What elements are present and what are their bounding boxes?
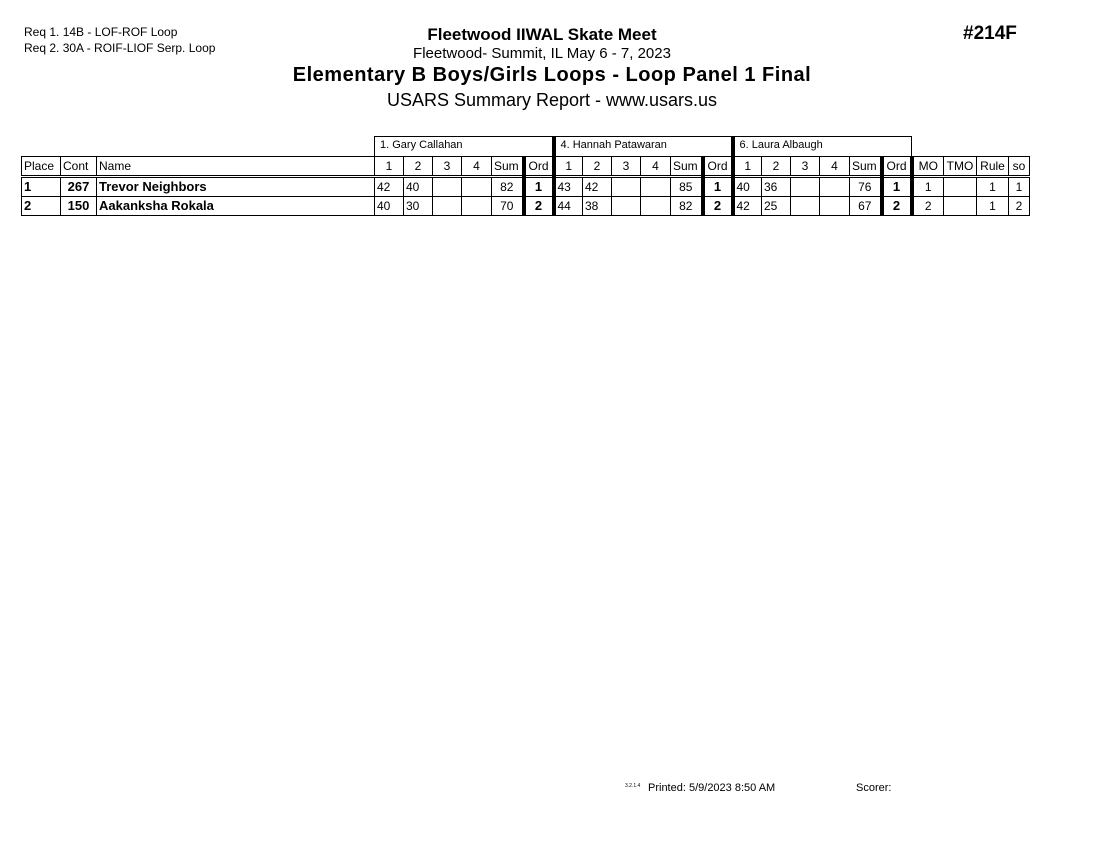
mark-cell [790, 196, 820, 216]
header-mark: 2 [761, 156, 791, 178]
scorer-label: Scorer: [856, 782, 892, 794]
mark-cell [461, 176, 492, 197]
printed-timestamp: Printed: 5/9/2023 8:50 AM [648, 782, 776, 794]
spacer [22, 137, 375, 157]
version-code: 3.2.1.4 [625, 783, 641, 789]
requirement-2: Req 2. 30A - ROIF-LIOF Serp. Loop [24, 41, 216, 55]
sum-cell: 82 [491, 176, 524, 197]
mo-cell: 2 [911, 196, 944, 216]
table-row: 2 150 Aakanksha Rokala 40 30 70 2 44 38 82 2 42 25 67… [21, 196, 1030, 216]
header-ord: Ord [700, 156, 733, 178]
cont-cell: 267 [60, 176, 97, 197]
ord-cell: 2 [521, 196, 554, 216]
ord-cell: 2 [700, 196, 733, 216]
ord-cell: 2 [879, 196, 914, 216]
rule-cell: 1 [976, 196, 1009, 216]
header-cont: Cont [60, 156, 97, 178]
mark-cell [611, 196, 641, 216]
spacer [911, 136, 1030, 157]
sum-cell: 76 [849, 176, 882, 197]
mark-cell [432, 196, 462, 216]
header-sum: Sum [491, 156, 524, 178]
column-header-row: Place Cont Name 1 2 3 4 Sum Ord 1 2 3 4 Sum Ord 1 2 3 4 Sum… [21, 156, 1030, 178]
header-tmo: TMO [943, 156, 977, 178]
mo-cell: 1 [911, 176, 944, 197]
sum-cell: 85 [670, 176, 703, 197]
header-mark: 2 [403, 156, 433, 178]
header-mark: 2 [582, 156, 612, 178]
ord-cell: 1 [879, 176, 914, 197]
header-sum: Sum [670, 156, 703, 178]
header-mark: 1 [374, 156, 404, 178]
header-ord: Ord [879, 156, 914, 178]
header-mark: 3 [611, 156, 641, 178]
ord-cell: 1 [700, 176, 733, 197]
results-table: 1. Gary Callahan 4. Hannah Patawaran 6. La… [21, 136, 1030, 216]
header-mark: 4 [461, 156, 492, 178]
sum-cell: 82 [670, 196, 703, 216]
header-sum: Sum [849, 156, 882, 178]
header-mark: 3 [790, 156, 820, 178]
mark-cell: 43 [551, 176, 583, 197]
header-mo: MO [911, 156, 944, 178]
cont-cell: 150 [60, 196, 97, 216]
mark-cell [819, 196, 850, 216]
header-mark: 4 [640, 156, 671, 178]
header-mark: 1 [551, 156, 583, 178]
so-cell: 2 [1008, 196, 1030, 216]
mark-cell: 44 [551, 196, 583, 216]
header-ord: Ord [521, 156, 554, 178]
name-cell: Aakanksha Rokala [96, 196, 375, 216]
sum-cell: 70 [491, 196, 524, 216]
header-so: so [1008, 156, 1030, 178]
header-place: Place [21, 156, 61, 178]
mark-cell [461, 196, 492, 216]
mark-cell [611, 176, 641, 197]
event-number: #214F [963, 23, 1017, 44]
table-row: 1 267 Trevor Neighbors 42 40 82 1 43 42 85 1 40 36 76… [21, 176, 1030, 197]
tmo-cell [943, 176, 977, 197]
meet-title: Fleetwood IIWAL Skate Meet [427, 25, 657, 44]
event-title: Elementary B Boys/Girls Loops - Loop Pan… [292, 64, 812, 86]
sum-cell: 67 [849, 196, 882, 216]
place-cell: 2 [21, 196, 61, 216]
header-rule: Rule [976, 156, 1009, 178]
mark-cell [819, 176, 850, 197]
mark-cell: 40 [730, 176, 762, 197]
judge-name: 1. Gary Callahan [374, 136, 554, 157]
judge-name: 6. Laura Albaugh [730, 136, 912, 157]
mark-cell: 25 [761, 196, 791, 216]
header-name: Name [96, 156, 375, 178]
header-mark: 1 [730, 156, 762, 178]
mark-cell: 40 [374, 196, 404, 216]
judge-header-row: 1. Gary Callahan 4. Hannah Patawaran 6. La… [22, 136, 1030, 157]
mark-cell: 42 [582, 176, 612, 197]
mark-cell: 36 [761, 176, 791, 197]
mark-cell: 38 [582, 196, 612, 216]
judge-name: 4. Hannah Patawaran [551, 136, 733, 157]
mark-cell [640, 196, 671, 216]
name-cell: Trevor Neighbors [96, 176, 375, 197]
so-cell: 1 [1008, 176, 1030, 197]
place-cell: 1 [21, 176, 61, 197]
mark-cell: 42 [730, 196, 762, 216]
mark-cell [432, 176, 462, 197]
report-title: USARS Summary Report - www.usars.us [386, 90, 718, 110]
rule-cell: 1 [976, 176, 1009, 197]
ord-cell: 1 [521, 176, 554, 197]
header-mark: 3 [432, 156, 462, 178]
mark-cell: 42 [374, 176, 404, 197]
requirement-1: Req 1. 14B - LOF-ROF Loop [24, 25, 178, 39]
mark-cell [790, 176, 820, 197]
location-dates: Fleetwood- Summit, IL May 6 - 7, 2023 [413, 45, 671, 62]
mark-cell: 40 [403, 176, 433, 197]
mark-cell [640, 176, 671, 197]
mark-cell: 30 [403, 196, 433, 216]
header-mark: 4 [819, 156, 850, 178]
tmo-cell [943, 196, 977, 216]
